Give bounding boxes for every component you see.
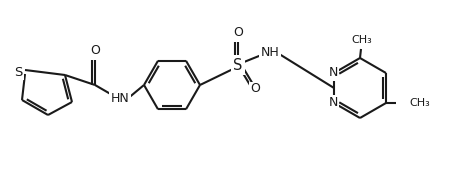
Text: CH₃: CH₃: [409, 98, 430, 108]
Text: NH: NH: [261, 46, 279, 58]
Text: CH₃: CH₃: [352, 35, 373, 45]
Text: N: N: [328, 66, 338, 80]
Text: HN: HN: [110, 91, 129, 105]
Text: O: O: [90, 45, 100, 57]
Text: S: S: [233, 57, 243, 72]
Text: S: S: [14, 65, 22, 79]
Text: N: N: [328, 97, 338, 109]
Text: O: O: [233, 27, 243, 39]
Text: O: O: [250, 82, 260, 96]
